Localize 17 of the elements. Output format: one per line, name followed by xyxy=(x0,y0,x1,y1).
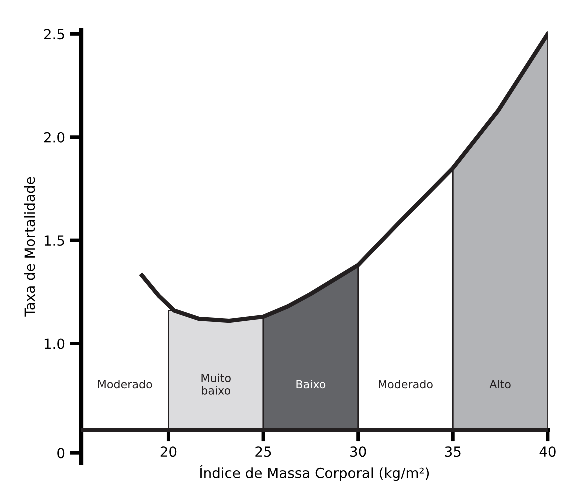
annotation: Muito baixo xyxy=(202,374,231,395)
y-tick-label: 0 xyxy=(58,448,65,459)
x-tick-label: 25 xyxy=(256,446,272,458)
annotation: Moderado xyxy=(98,380,152,389)
x-tick-label: 40 xyxy=(540,446,556,458)
annotation: Alto xyxy=(490,380,511,389)
y-tick-label: 1.5 xyxy=(44,236,64,246)
annotation: Baixo xyxy=(296,380,326,389)
annotation: Moderado xyxy=(379,380,433,389)
y-tick-label: 2.5 xyxy=(44,29,64,40)
y-axis-title: Taxa de Mortalidade xyxy=(24,177,36,317)
y-tick-label: 2.0 xyxy=(44,132,65,143)
y-tick-label: 1.0 xyxy=(44,338,65,350)
x-tick-label: 20 xyxy=(160,446,177,458)
x-axis-title: Índice de Massa Corporal (kg/m²) xyxy=(200,465,430,482)
x-tick-label: 35 xyxy=(445,446,461,458)
x-tick-label: 30 xyxy=(350,446,366,458)
